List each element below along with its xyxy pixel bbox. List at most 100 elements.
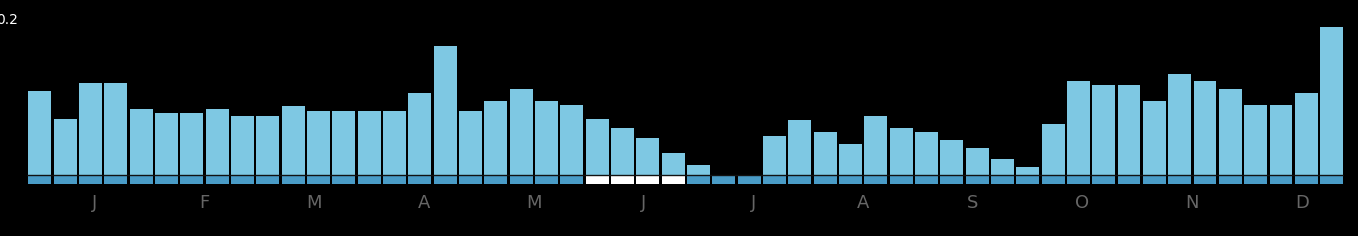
Bar (409, 175, 432, 184)
Bar (687, 165, 710, 175)
Bar (509, 89, 532, 175)
Bar (585, 119, 608, 175)
Bar (433, 46, 456, 175)
Bar (535, 175, 558, 184)
Bar (155, 113, 178, 175)
Bar (485, 101, 507, 175)
Bar (79, 175, 102, 184)
Bar (1194, 81, 1217, 175)
Bar (206, 175, 228, 184)
Bar (1296, 93, 1317, 175)
Bar (991, 160, 1014, 175)
Bar (181, 175, 204, 184)
Bar (1320, 27, 1343, 175)
Bar (1067, 81, 1090, 175)
Bar (889, 175, 913, 184)
Bar (763, 175, 786, 184)
Bar (535, 101, 558, 175)
Bar (789, 175, 811, 184)
Bar (1168, 175, 1191, 184)
Bar (661, 153, 684, 175)
Bar (29, 91, 52, 175)
Bar (1118, 175, 1141, 184)
Bar (181, 113, 204, 175)
Bar (459, 111, 482, 175)
Bar (561, 175, 583, 184)
Bar (687, 175, 710, 184)
Bar (1016, 175, 1039, 184)
Bar (940, 175, 963, 184)
Bar (839, 144, 862, 175)
Bar (1270, 105, 1293, 175)
Bar (383, 175, 406, 184)
Bar (789, 120, 811, 175)
Bar (1092, 85, 1115, 175)
Bar (105, 175, 128, 184)
Bar (307, 175, 330, 184)
Bar (561, 105, 583, 175)
Bar (54, 175, 76, 184)
Bar (1194, 175, 1217, 184)
Bar (281, 106, 304, 175)
Bar (940, 140, 963, 175)
Bar (991, 175, 1014, 184)
Bar (1219, 89, 1241, 175)
Bar (813, 175, 837, 184)
Bar (333, 111, 356, 175)
Bar (307, 111, 330, 175)
Bar (231, 116, 254, 175)
Bar (1118, 85, 1141, 175)
Bar (105, 83, 128, 175)
Bar (257, 116, 280, 175)
Bar (54, 119, 76, 175)
Bar (383, 111, 406, 175)
Bar (966, 148, 989, 175)
Bar (763, 136, 786, 175)
Bar (1092, 175, 1115, 184)
Bar (206, 109, 228, 175)
Bar (1168, 74, 1191, 175)
Bar (485, 175, 507, 184)
Bar (1016, 167, 1039, 175)
Bar (1143, 101, 1165, 175)
Bar (1042, 124, 1065, 175)
Bar (130, 175, 152, 184)
Bar (433, 175, 456, 184)
Bar (1244, 105, 1267, 175)
Bar (357, 111, 380, 175)
Bar (865, 175, 887, 184)
Bar (1042, 175, 1065, 184)
Bar (661, 175, 684, 184)
Bar (1320, 175, 1343, 184)
Bar (1143, 175, 1165, 184)
Bar (637, 175, 659, 184)
Bar (611, 175, 634, 184)
Bar (915, 175, 938, 184)
Bar (611, 128, 634, 175)
Bar (813, 132, 837, 175)
Bar (1296, 175, 1317, 184)
Bar (839, 175, 862, 184)
Bar (1067, 175, 1090, 184)
Bar (231, 175, 254, 184)
Bar (509, 175, 532, 184)
Bar (1244, 175, 1267, 184)
Bar (966, 175, 989, 184)
Bar (155, 175, 178, 184)
Bar (257, 175, 280, 184)
Bar (79, 83, 102, 175)
Bar (1219, 175, 1241, 184)
Bar (737, 175, 760, 184)
Bar (713, 175, 735, 184)
Bar (637, 138, 659, 175)
Bar (357, 175, 380, 184)
Bar (889, 128, 913, 175)
Bar (585, 175, 608, 184)
Bar (915, 132, 938, 175)
Bar (459, 175, 482, 184)
Bar (29, 175, 52, 184)
Bar (281, 175, 304, 184)
Bar (1270, 175, 1293, 184)
Bar (409, 93, 432, 175)
Bar (130, 109, 152, 175)
